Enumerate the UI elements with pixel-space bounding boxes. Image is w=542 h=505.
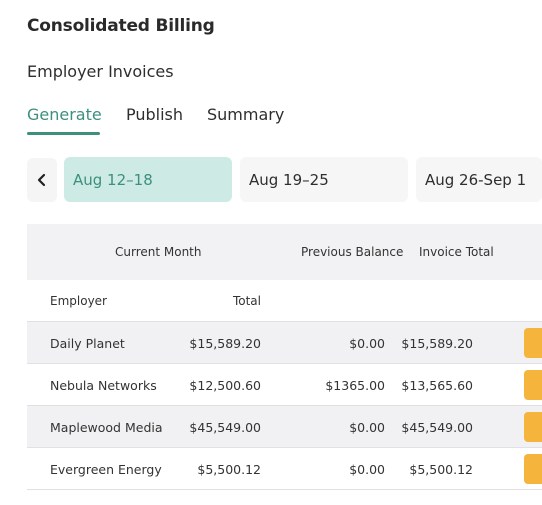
previous-balance-value: $1365.00 (325, 378, 385, 393)
employer-name: Nebula Networks (50, 378, 157, 393)
week-chip-aug-12-18[interactable]: Aug 12–18 (64, 157, 232, 202)
total-value: $5,500.12 (197, 462, 261, 477)
row-action-button[interactable] (524, 370, 542, 400)
total-value: $12,500.60 (189, 378, 261, 393)
invoice-table: Current Month Previous Balance Invoice T… (27, 224, 542, 505)
employer-name: Maplewood Media (50, 420, 163, 435)
table-row[interactable]: Nebula Networks $12,500.60 $1365.00 $13,… (27, 364, 542, 406)
row-action-button[interactable] (524, 412, 542, 442)
column-employer: Employer (50, 294, 107, 308)
table-group-header: Current Month Previous Balance Invoice T… (27, 224, 542, 280)
week-chip-aug-19-25[interactable]: Aug 19–25 (240, 157, 408, 202)
previous-week-button[interactable] (27, 158, 57, 202)
chevron-left-icon (37, 173, 46, 187)
invoice-total-value: $5,500.12 (409, 462, 473, 477)
table-column-header: Employer Total (27, 280, 542, 322)
column-total: Total (232, 294, 261, 308)
previous-balance-value: $0.00 (349, 462, 385, 477)
app-title: Consolidated Billing (27, 16, 215, 36)
total-value: $45,549.00 (189, 420, 261, 435)
table-row[interactable]: Evergreen Energy $5,500.12 $0.00 $5,500.… (27, 448, 542, 490)
tab-publish[interactable]: Publish (126, 105, 184, 124)
page-subtitle: Employer Invoices (27, 62, 174, 81)
invoice-total-value: $15,589.20 (401, 336, 473, 351)
tab-generate[interactable]: Generate (27, 105, 102, 124)
tab-summary[interactable]: Summary (207, 105, 285, 124)
previous-balance-value: $0.00 (349, 420, 385, 435)
employer-name: Evergreen Energy (50, 462, 162, 477)
week-chip-aug-26-sep-1[interactable]: Aug 26-Sep 1 (416, 157, 542, 202)
invoice-total-value: $13,565.60 (401, 378, 473, 393)
table-row[interactable]: Maplewood Media $45,549.00 $0.00 $45,549… (27, 406, 542, 448)
header-current-month: Current Month (115, 245, 202, 259)
header-invoice-total: Invoice Total (419, 245, 494, 259)
table-row[interactable]: Daily Planet $15,589.20 $0.00 $15,589.20 (27, 322, 542, 364)
header-previous-balance: Previous Balance (301, 245, 404, 259)
total-value: $15,589.20 (189, 336, 261, 351)
row-action-button[interactable] (524, 454, 542, 484)
active-tab-indicator (27, 132, 100, 135)
row-action-button[interactable] (524, 328, 542, 358)
previous-balance-value: $0.00 (349, 336, 385, 351)
employer-name: Daily Planet (50, 336, 125, 351)
invoice-total-value: $45,549.00 (401, 420, 473, 435)
